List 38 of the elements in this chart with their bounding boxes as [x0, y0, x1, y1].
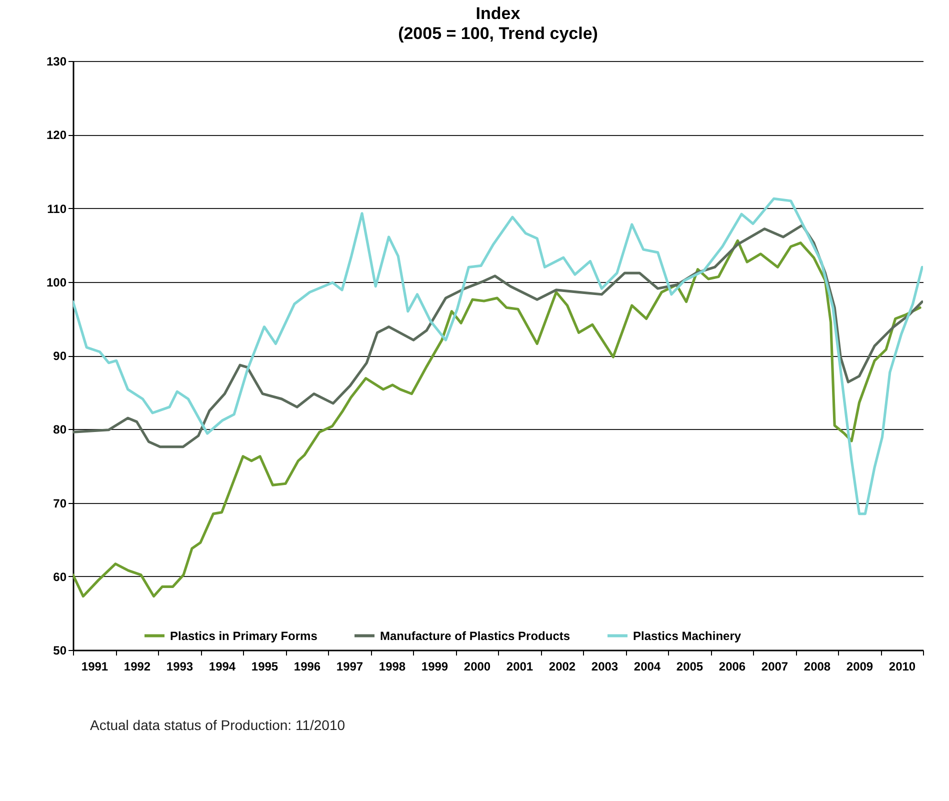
- x-tick-label: 1998: [378, 660, 406, 674]
- line-series: [73, 239, 922, 598]
- y-tick-label: 70: [53, 496, 67, 510]
- y-tick-label: 130: [46, 54, 67, 68]
- x-tick-label: 2002: [548, 660, 576, 674]
- x-tick-label: 2001: [506, 660, 534, 674]
- x-tick-label: 2005: [676, 660, 704, 674]
- text: Actual data status of Production: 11/2010: [90, 717, 346, 733]
- legend-label: Plastics Machinery: [633, 628, 742, 643]
- x-tick-label: 2010: [888, 660, 916, 674]
- x-tick-label: 2009: [846, 660, 874, 674]
- x-tick-label: 2003: [591, 660, 618, 674]
- y-tick-label: 100: [46, 275, 67, 290]
- x-tick-label: 1993: [166, 660, 194, 674]
- x-tick-label: 1997: [336, 660, 364, 674]
- chart-subtitle: (2005 = 100, Trend cycle): [398, 24, 598, 43]
- x-tick-label: 2007: [761, 660, 788, 674]
- x-tick-label: 2006: [718, 660, 746, 674]
- x-tick-label: 1991: [81, 660, 108, 674]
- y-tick-label: 80: [53, 422, 67, 437]
- x-tick-label: 2000: [464, 660, 491, 674]
- y-tick-label: 90: [53, 349, 67, 363]
- y-tick-label: 50: [53, 644, 67, 658]
- x-tick-label: 1999: [421, 660, 448, 674]
- legend-label: Plastics in Primary Forms: [170, 628, 318, 643]
- x-tick-label: 2008: [804, 660, 831, 674]
- y-tick-label: 120: [46, 128, 67, 142]
- x-tick-label: 1994: [208, 660, 236, 674]
- chart-title: Index: [476, 4, 521, 23]
- x-tick-label: 1995: [251, 660, 278, 674]
- x-tick-label: 1996: [294, 660, 321, 674]
- line-series: [73, 197, 923, 516]
- legend-label: Manufacture of Plastics Products: [380, 628, 570, 643]
- line-series: [73, 224, 923, 448]
- y-tick-label: 60: [53, 570, 67, 584]
- y-tick-label: 110: [47, 202, 67, 216]
- x-tick-label: 1992: [124, 660, 151, 674]
- x-tick-label: 2004: [634, 660, 661, 674]
